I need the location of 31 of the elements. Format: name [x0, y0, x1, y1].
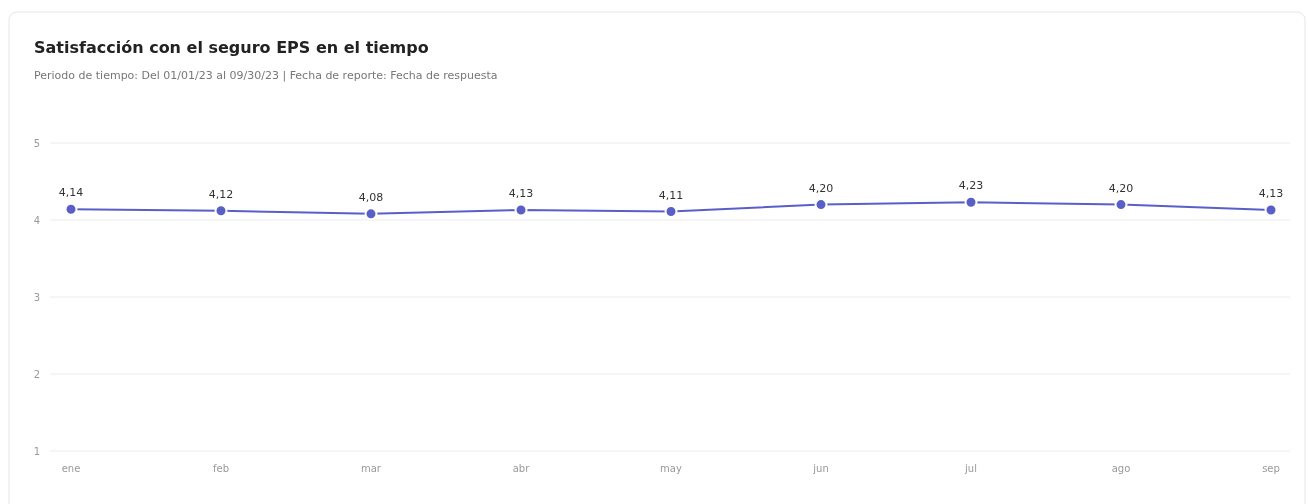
- y-tick-label: 5: [33, 138, 41, 149]
- y-tick-label: 4: [33, 215, 41, 226]
- data-label: 4,08: [358, 190, 384, 204]
- x-tick-label: abr: [512, 463, 531, 474]
- point: [364, 207, 378, 221]
- data-label: 4,12: [208, 187, 234, 201]
- x-tick-label: ene: [61, 463, 81, 474]
- point: [964, 195, 978, 209]
- data-label: 4,13: [508, 186, 534, 200]
- point: [1264, 203, 1278, 217]
- y-tick-label: 3: [33, 292, 41, 303]
- chart-title: Satisfacción con el seguro EPS en el tiempo: [34, 38, 429, 57]
- point: [514, 203, 528, 217]
- x-tick-label: ago: [1111, 463, 1131, 474]
- data-label: 4,23: [958, 179, 984, 193]
- data-label: 4,14: [58, 186, 84, 200]
- y-tick-label: 1: [33, 446, 41, 457]
- point: [64, 202, 78, 216]
- y-tick-label: 2: [33, 369, 41, 380]
- point: [214, 204, 228, 218]
- chart-subtitle: Periodo de tiempo: Del 01/01/23 al 09/30/23 | Fecha de reporte: Fecha de respuesta: [34, 69, 498, 82]
- x-tick-label: jun: [812, 463, 829, 474]
- x-tick-label: mar: [361, 463, 382, 474]
- data-label: 4,13: [1258, 186, 1284, 200]
- x-tick-label: jul: [964, 463, 977, 474]
- x-tick-label: feb: [212, 463, 230, 474]
- data-label: 4,20: [808, 181, 834, 195]
- data-label: 4,11: [658, 188, 684, 202]
- x-tick-label: may: [660, 463, 682, 474]
- x-tick-label: sep: [1262, 463, 1280, 474]
- data-label: 4,20: [1108, 181, 1134, 195]
